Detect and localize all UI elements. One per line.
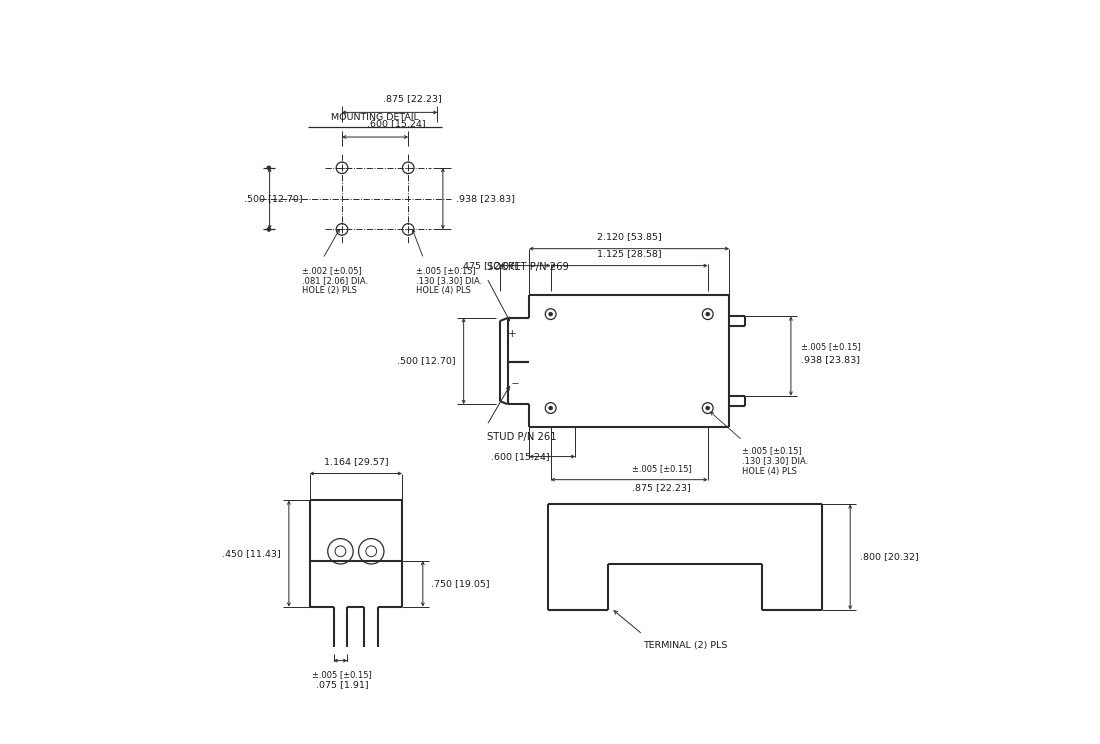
Text: .081 [2.06] DIA.: .081 [2.06] DIA.: [301, 276, 368, 286]
Text: .500 [12.70]: .500 [12.70]: [244, 194, 303, 203]
Text: .500 [12.70]: .500 [12.70]: [397, 356, 456, 365]
Text: SOCKET P/N 269: SOCKET P/N 269: [486, 262, 569, 272]
Text: ±.002 [±0.05]: ±.002 [±0.05]: [301, 266, 362, 275]
Text: .075 [1.91]: .075 [1.91]: [316, 680, 369, 689]
Text: .875 [22.23]: .875 [22.23]: [632, 484, 691, 493]
Text: .475 [12.07]: .475 [12.07]: [460, 261, 518, 270]
Text: MOUNTING DETAIL: MOUNTING DETAIL: [331, 112, 419, 121]
Circle shape: [706, 406, 710, 410]
Text: ±.005 [±0.15]: ±.005 [±0.15]: [801, 342, 860, 351]
Text: .938 [23.83]: .938 [23.83]: [455, 194, 515, 203]
Circle shape: [267, 228, 271, 231]
Text: HOLE (2) PLS: HOLE (2) PLS: [301, 286, 356, 295]
Text: +: +: [508, 329, 517, 339]
Text: .130 [3.30] DIA.: .130 [3.30] DIA.: [742, 457, 808, 466]
Text: ±.005 [±0.15]: ±.005 [±0.15]: [742, 446, 802, 455]
Circle shape: [706, 312, 710, 316]
Circle shape: [549, 406, 552, 410]
Text: HOLE (4) PLS: HOLE (4) PLS: [742, 467, 797, 476]
Text: .600 [15.24]: .600 [15.24]: [367, 119, 426, 128]
Text: 2.120 [53.85]: 2.120 [53.85]: [597, 232, 661, 241]
Text: STUD P/N 261: STUD P/N 261: [486, 432, 557, 441]
Text: 1.164 [29.57]: 1.164 [29.57]: [323, 458, 388, 466]
Text: ±.005 [±0.15]: ±.005 [±0.15]: [312, 670, 372, 679]
Text: TERMINAL (2) PLS: TERMINAL (2) PLS: [642, 641, 727, 650]
Text: .130 [3.30] DIA.: .130 [3.30] DIA.: [416, 276, 482, 286]
Text: .450 [11.43]: .450 [11.43]: [222, 549, 282, 558]
Text: ±.005 [±0.15]: ±.005 [±0.15]: [416, 266, 475, 275]
Text: .938 [23.83]: .938 [23.83]: [801, 356, 860, 365]
Text: HOLE (4) PLS: HOLE (4) PLS: [416, 286, 471, 295]
Text: 1.125 [28.58]: 1.125 [28.58]: [597, 249, 661, 258]
Text: ±.005 [±0.15]: ±.005 [±0.15]: [631, 464, 692, 473]
Circle shape: [549, 312, 552, 316]
Text: .600 [15.24]: .600 [15.24]: [491, 452, 549, 461]
Text: .800 [20.32]: .800 [20.32]: [860, 553, 918, 562]
Circle shape: [267, 166, 271, 170]
Text: .875 [22.23]: .875 [22.23]: [384, 94, 442, 103]
Text: .750 [19.05]: .750 [19.05]: [430, 580, 490, 589]
